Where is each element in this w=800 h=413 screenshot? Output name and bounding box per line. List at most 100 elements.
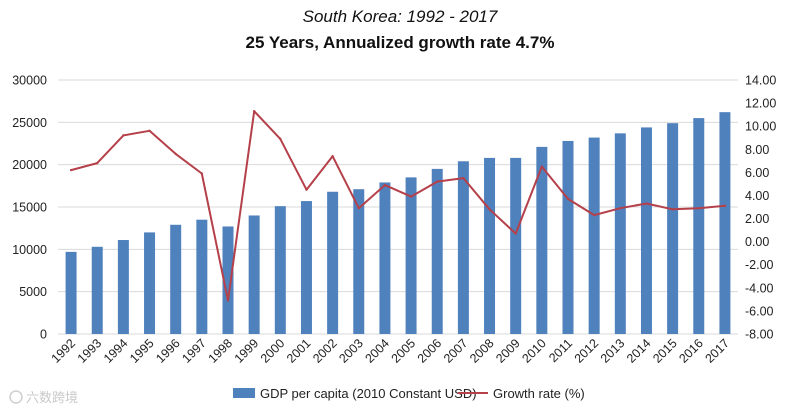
growth-point xyxy=(462,176,465,180)
x-tick-label: 2012 xyxy=(572,336,602,366)
watermark-text: 六数跨境 xyxy=(26,390,78,405)
right-tick-label: 2.00 xyxy=(745,212,769,226)
growth-point xyxy=(252,109,256,113)
growth-point xyxy=(383,183,387,187)
x-tick-label: 2008 xyxy=(467,336,497,366)
growth-point xyxy=(671,208,674,211)
x-tick-label: 1993 xyxy=(75,336,105,366)
x-tick-label: 2015 xyxy=(650,336,680,366)
growth-point xyxy=(409,195,413,198)
right-tick-label: -8.00 xyxy=(745,328,774,342)
x-tick-label: 2009 xyxy=(493,336,523,366)
growth-point xyxy=(566,197,570,201)
gdp-bar xyxy=(484,157,496,334)
right-tick-label: 4.00 xyxy=(745,189,769,203)
left-tick-label: 20000 xyxy=(12,158,47,172)
gdp-bar xyxy=(65,251,77,334)
gdp-bar xyxy=(248,215,260,334)
right-tick-label: 6.00 xyxy=(745,166,769,180)
gdp-bar xyxy=(719,112,731,334)
right-tick-label: 0.00 xyxy=(745,235,769,249)
x-tick-label: 1996 xyxy=(153,336,183,366)
growth-point xyxy=(226,299,230,302)
growth-point xyxy=(279,137,282,141)
growth-point xyxy=(200,172,204,175)
x-tick-label: 2013 xyxy=(598,336,628,366)
left-axis-ticks: 0 5000 10000 15000 20000 25000 30000 xyxy=(12,74,47,342)
growth-point xyxy=(488,208,491,211)
right-tick-label: 14.00 xyxy=(745,74,776,88)
growth-rate-line xyxy=(70,110,725,302)
gdp-bar xyxy=(667,123,679,335)
left-tick-label: 15000 xyxy=(12,201,47,215)
x-tick-label: 2007 xyxy=(441,336,471,366)
right-tick-label: 10.00 xyxy=(745,120,776,134)
x-tick-label: 2011 xyxy=(546,336,575,365)
gdp-bar xyxy=(170,224,182,334)
legend-growth-label: Growth rate (%) xyxy=(493,386,585,401)
x-tick-label: 2005 xyxy=(389,336,419,366)
left-tick-label: 10000 xyxy=(12,243,47,257)
growth-point xyxy=(305,188,308,191)
left-tick-label: 25000 xyxy=(12,116,47,130)
gdp-bar xyxy=(510,157,522,334)
x-tick-label: 2006 xyxy=(415,336,445,366)
gdp-bar xyxy=(353,189,365,334)
x-tick-label: 2000 xyxy=(258,336,288,366)
right-axis-ticks: -8.00 -6.00 -4.00 -2.00 0.00 2.00 4.00 6.00 8.00… xyxy=(745,74,776,342)
growth-point xyxy=(592,213,596,217)
growth-point xyxy=(540,165,544,168)
growth-point xyxy=(723,204,727,208)
gdp-bar xyxy=(117,240,129,334)
growth-line xyxy=(69,109,727,302)
gdp-bar xyxy=(536,146,548,334)
legend: GDP per capita (2010 Constant USD) Growt… xyxy=(233,386,585,401)
gdp-bar xyxy=(457,161,469,334)
x-tick-label: 2004 xyxy=(362,336,392,366)
x-tick-label: 2002 xyxy=(310,336,340,366)
gdp-bar xyxy=(693,118,705,334)
x-tick-label: 2010 xyxy=(519,336,549,366)
x-tick-label: 1995 xyxy=(127,336,157,366)
right-tick-label: -4.00 xyxy=(745,281,774,295)
left-tick-label: 0 xyxy=(40,328,47,342)
growth-point xyxy=(619,206,622,210)
right-tick-label: 8.00 xyxy=(745,143,769,157)
left-tick-label: 30000 xyxy=(12,74,47,88)
gdp-bar xyxy=(640,127,652,334)
x-tick-label: 2014 xyxy=(624,336,654,366)
gridlines xyxy=(58,79,738,335)
x-tick-label: 1997 xyxy=(179,336,209,366)
x-tick-label: 1999 xyxy=(232,336,262,366)
gdp-bar xyxy=(196,219,208,334)
right-tick-label: -2.00 xyxy=(745,258,774,272)
legend-bar-swatch xyxy=(233,388,255,398)
gdp-bar xyxy=(91,246,103,334)
growth-point xyxy=(357,206,360,210)
watermark: 六数跨境 xyxy=(9,390,78,405)
gdp-bar xyxy=(327,191,339,334)
growth-point xyxy=(436,180,439,183)
x-tick-label: 2003 xyxy=(336,336,366,366)
gdp-bar xyxy=(588,137,600,334)
right-tick-label: 12.00 xyxy=(745,97,776,111)
x-tick-label: 1998 xyxy=(206,336,236,366)
gdp-bars xyxy=(65,112,731,335)
gdp-bar xyxy=(405,177,417,334)
growth-point xyxy=(122,134,125,137)
gdp-bar xyxy=(274,206,286,334)
legend-gdp-label: GDP per capita (2010 Constant USD) xyxy=(260,386,477,401)
growth-point xyxy=(69,168,73,172)
growth-point xyxy=(96,161,99,165)
x-tick-label: 1992 xyxy=(49,336,79,366)
chart-subtitle: 25 Years, Annualized growth rate 4.7% xyxy=(246,33,555,52)
chart-title: South Korea: 1992 - 2017 xyxy=(303,7,498,26)
left-tick-label: 5000 xyxy=(19,285,47,299)
x-tick-label: 1994 xyxy=(101,336,131,366)
x-tick-label: 2017 xyxy=(702,336,732,366)
growth-point xyxy=(174,152,177,156)
growth-point xyxy=(697,206,700,210)
gdp-bar xyxy=(562,140,574,334)
